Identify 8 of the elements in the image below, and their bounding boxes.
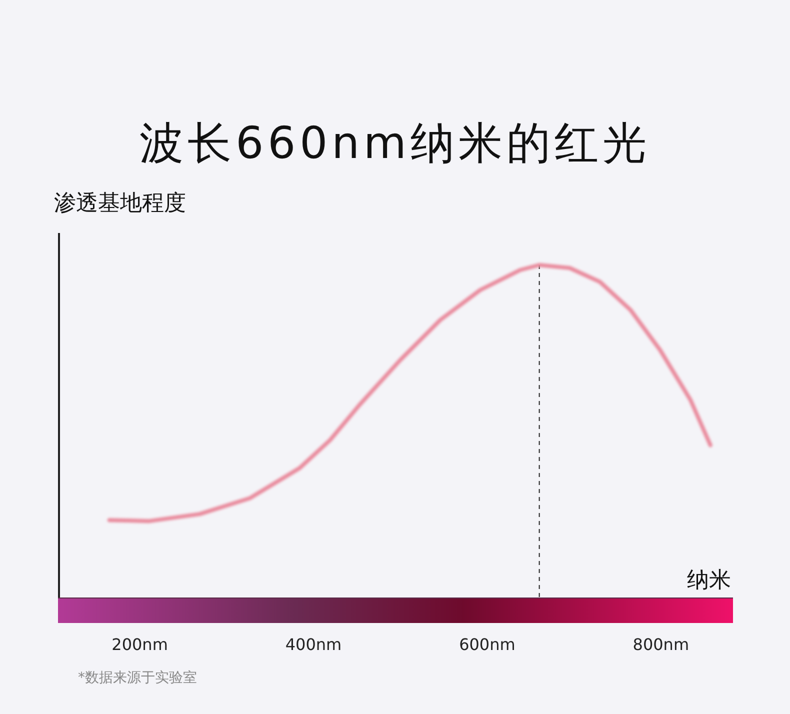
- x-axis-title: 纳米: [687, 568, 731, 593]
- x-tick-label: 400nm: [285, 635, 342, 654]
- chart-title: 波长660nm纳米的红光: [140, 118, 650, 169]
- x-tick-label: 200nm: [112, 635, 168, 654]
- x-tick-label: 600nm: [459, 635, 516, 654]
- x-tick-label: 800nm: [632, 635, 690, 654]
- text: *数据来源于实验室: [78, 670, 197, 686]
- y-axis-title: 渗透基地程度: [54, 191, 186, 216]
